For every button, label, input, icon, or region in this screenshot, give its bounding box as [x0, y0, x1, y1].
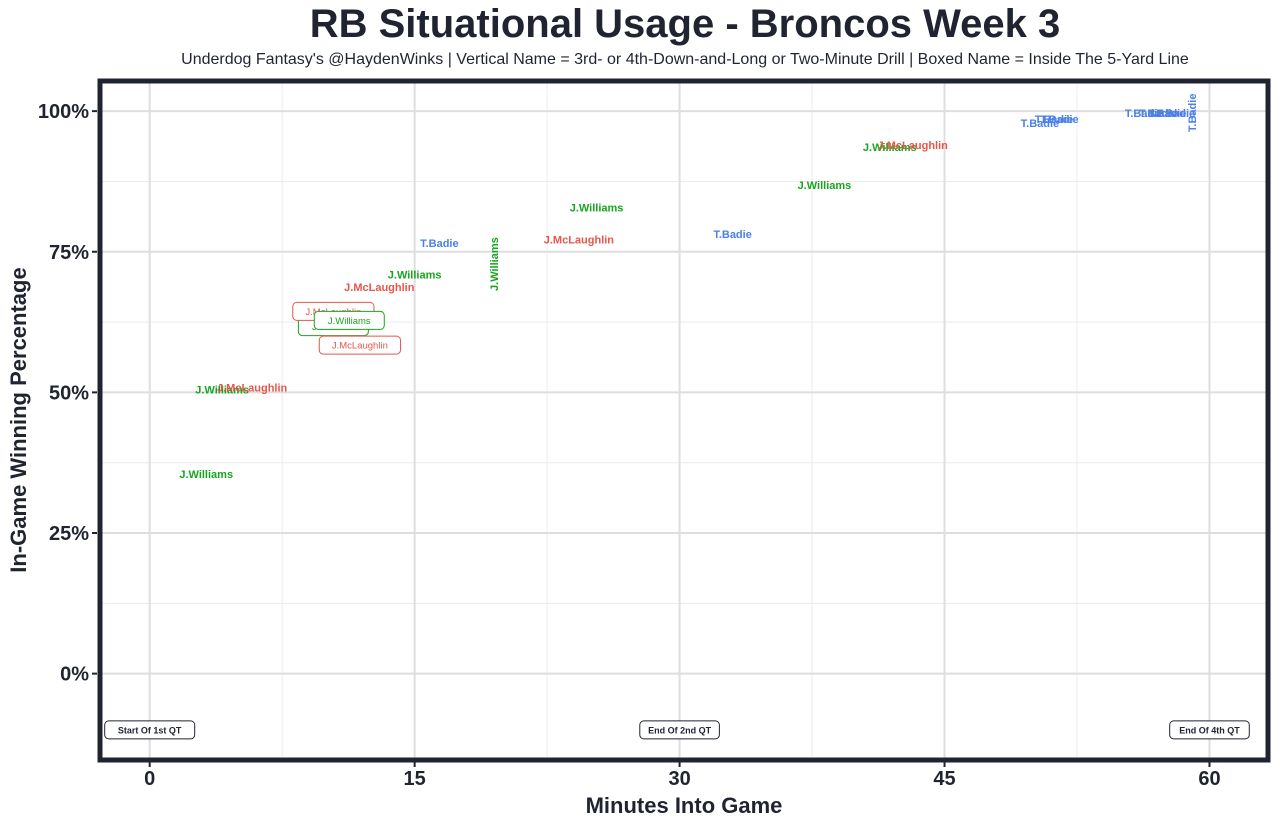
- x-axis-ticks: 0 15 30 45 60: [144, 762, 1221, 790]
- data-label-boxed-text: J.Williams: [328, 316, 371, 327]
- y-tick-label: 0%: [60, 664, 89, 686]
- x-tick-label: 15: [404, 768, 426, 790]
- data-label: J.Williams: [570, 202, 624, 214]
- data-label: T.Badie: [1125, 108, 1164, 120]
- y-tick-label: 25%: [49, 523, 89, 545]
- annotation-box: [639, 720, 720, 740]
- y-axis-ticks: 0% 25% 50% 75% 100%: [38, 101, 97, 686]
- annotation-text: Start Of 1st QT: [118, 725, 182, 735]
- grid-lines: [102, 83, 1266, 758]
- data-label-boxed: J.Williams: [313, 310, 385, 330]
- y-tick-label: 50%: [49, 382, 89, 404]
- data-label: T.Badie: [1040, 114, 1079, 126]
- data-label: J.Williams: [388, 269, 442, 281]
- data-label-vertical: J.Williams: [489, 237, 501, 291]
- x-tick-label: 45: [933, 768, 955, 790]
- chart-title: RB Situational Usage - Broncos Week 3: [309, 2, 1061, 46]
- y-axis-label: In-Game Winning Percentage: [6, 267, 31, 572]
- quarter-annotations: Start Of 1st QT End Of 2nd QT End Of 4th Q…: [104, 720, 1250, 740]
- data-label: J.McLaughlin: [878, 140, 949, 152]
- x-tick-label: 60: [1198, 768, 1220, 790]
- data-label: J.Williams: [195, 385, 249, 397]
- y-tick-label: 75%: [49, 242, 89, 264]
- data-label: J.McLaughlin: [344, 282, 415, 294]
- x-tick-label: 0: [144, 768, 155, 790]
- x-tick-label: 30: [668, 768, 690, 790]
- data-label: J.McLaughlin: [544, 234, 615, 246]
- data-label: T.Badie: [1021, 118, 1060, 130]
- data-labels: J.WilliamsJ.WilliamsJ.McLaughlinJ.McLaug…: [179, 94, 1198, 481]
- data-label-boxed-text: J.McLaughlin: [332, 341, 388, 352]
- data-label: J.Williams: [798, 180, 852, 192]
- data-label: T.Badie: [1139, 108, 1178, 120]
- data-label: T.Badie: [420, 238, 459, 250]
- data-label: J.McLaughlin: [217, 382, 288, 394]
- annotation-text: End Of 4th QT: [1179, 725, 1240, 735]
- data-label: T.Badie: [1148, 108, 1187, 120]
- data-label: J.Williams: [863, 142, 917, 154]
- annotation-text: End Of 2nd QT: [648, 725, 711, 735]
- data-label-box: [313, 310, 385, 330]
- data-label: T.Badie: [1157, 108, 1196, 120]
- data-label: J.Williams: [179, 469, 233, 481]
- chart-subtitle: Underdog Fantasy's @HaydenWinks | Vertic…: [181, 51, 1189, 68]
- annotation-box: [1169, 720, 1250, 740]
- data-label: T.Badie: [1035, 114, 1074, 126]
- annotation-box: [104, 720, 196, 740]
- data-label-boxed: J.McLaughlin: [318, 335, 401, 355]
- x-axis-label: Minutes Into Game: [586, 793, 783, 818]
- quarter-annotation: End Of 2nd QT: [639, 720, 720, 740]
- data-label: T.Badie: [713, 229, 752, 241]
- data-label-vertical: T.Badie: [1187, 94, 1199, 133]
- plot-border: [97, 78, 1271, 763]
- quarter-annotation: End Of 4th QT: [1169, 720, 1250, 740]
- quarter-annotation: Start Of 1st QT: [104, 720, 196, 740]
- y-tick-label: 100%: [38, 101, 89, 123]
- data-label-box: [318, 335, 401, 355]
